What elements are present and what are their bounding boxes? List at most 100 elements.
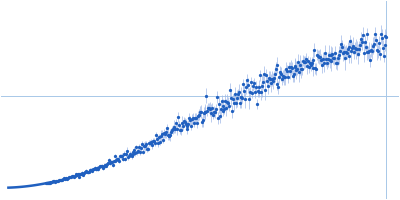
Point (332, 52, 338, 55)
Point (174, 127, 180, 131)
Point (172, 127, 178, 131)
Point (123, 153, 129, 156)
Point (141, 145, 147, 148)
Point (278, 72, 284, 75)
Point (200, 111, 207, 114)
Point (265, 85, 271, 88)
Point (204, 109, 210, 112)
Point (256, 90, 263, 93)
Point (323, 57, 329, 61)
Point (92, 166, 98, 169)
Point (137, 150, 143, 153)
Point (341, 51, 347, 54)
Point (344, 48, 351, 51)
Point (316, 55, 322, 59)
Point (124, 155, 131, 158)
Point (257, 73, 264, 77)
Point (189, 118, 196, 121)
Point (306, 61, 313, 64)
Point (326, 53, 332, 56)
Point (153, 133, 160, 136)
Point (288, 66, 295, 70)
Point (362, 41, 368, 44)
Point (90, 168, 97, 171)
Point (164, 126, 170, 130)
Point (334, 61, 340, 64)
Point (101, 164, 107, 167)
Point (66, 176, 72, 179)
Point (187, 119, 194, 122)
Point (173, 122, 179, 125)
Point (68, 175, 74, 179)
Point (267, 77, 273, 80)
Point (266, 76, 272, 79)
Point (336, 53, 342, 56)
Point (381, 35, 388, 38)
Point (363, 32, 370, 35)
Point (124, 149, 130, 152)
Point (58, 178, 65, 182)
Point (146, 141, 152, 145)
Point (342, 50, 349, 53)
Point (277, 71, 284, 74)
Point (339, 46, 345, 49)
Point (340, 52, 346, 55)
Point (168, 130, 174, 133)
Point (128, 155, 135, 158)
Point (314, 53, 320, 56)
Point (258, 90, 264, 93)
Point (279, 77, 286, 80)
Point (380, 54, 387, 57)
Point (221, 107, 228, 110)
Point (299, 67, 305, 71)
Point (331, 56, 338, 59)
Point (303, 57, 309, 60)
Point (160, 138, 166, 141)
Point (214, 96, 220, 99)
Point (308, 63, 314, 67)
Point (83, 169, 89, 172)
Point (351, 51, 358, 54)
Point (74, 172, 81, 175)
Point (360, 33, 366, 36)
Point (268, 81, 274, 84)
Point (254, 90, 261, 93)
Point (328, 53, 335, 56)
Point (210, 113, 216, 116)
Point (315, 55, 322, 58)
Point (236, 90, 242, 94)
Point (156, 135, 162, 139)
Point (167, 133, 174, 137)
Point (276, 75, 282, 79)
Point (230, 97, 236, 101)
Point (352, 46, 358, 50)
Point (207, 107, 214, 111)
Point (338, 42, 344, 46)
Point (365, 51, 372, 54)
Point (113, 159, 120, 162)
Point (200, 118, 206, 121)
Point (139, 143, 145, 146)
Point (320, 57, 326, 60)
Point (142, 142, 149, 145)
Point (294, 67, 300, 70)
Point (213, 107, 219, 111)
Point (296, 71, 302, 74)
Point (252, 91, 258, 94)
Point (134, 150, 140, 154)
Point (240, 83, 246, 86)
Point (290, 74, 296, 78)
Point (233, 101, 239, 104)
Point (208, 112, 214, 115)
Point (114, 157, 120, 161)
Point (209, 106, 215, 109)
Point (49, 181, 55, 184)
Point (183, 125, 190, 128)
Point (129, 151, 136, 154)
Point (367, 59, 374, 62)
Point (165, 134, 172, 138)
Point (359, 41, 365, 44)
Point (220, 110, 227, 113)
Point (313, 68, 320, 71)
Point (110, 163, 116, 166)
